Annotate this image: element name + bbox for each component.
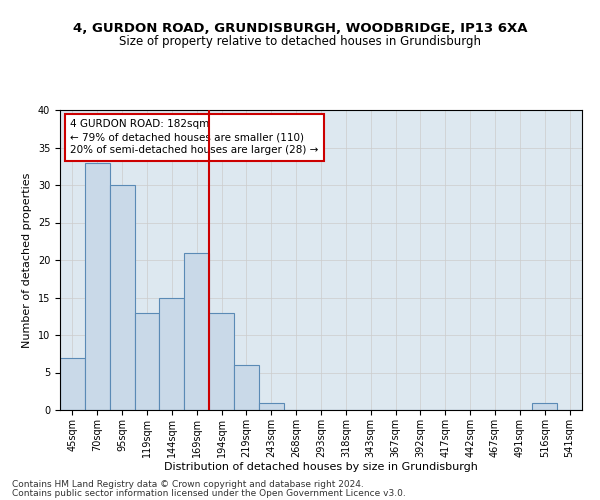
Text: 4, GURDON ROAD, GRUNDISBURGH, WOODBRIDGE, IP13 6XA: 4, GURDON ROAD, GRUNDISBURGH, WOODBRIDGE… [73,22,527,36]
Text: Size of property relative to detached houses in Grundisburgh: Size of property relative to detached ho… [119,35,481,48]
Bar [234,365,259,410]
Bar [134,312,160,410]
Bar [110,185,134,410]
Bar [259,402,284,410]
Bar [60,358,85,410]
Bar [184,252,209,410]
Bar [209,312,234,410]
Bar [85,162,110,410]
Bar [160,298,184,410]
Bar [532,402,557,410]
Y-axis label: Number of detached properties: Number of detached properties [22,172,32,348]
Text: Contains public sector information licensed under the Open Government Licence v3: Contains public sector information licen… [12,488,406,498]
Text: 4 GURDON ROAD: 182sqm
← 79% of detached houses are smaller (110)
20% of semi-det: 4 GURDON ROAD: 182sqm ← 79% of detached … [70,119,319,156]
Text: Contains HM Land Registry data © Crown copyright and database right 2024.: Contains HM Land Registry data © Crown c… [12,480,364,489]
X-axis label: Distribution of detached houses by size in Grundisburgh: Distribution of detached houses by size … [164,462,478,472]
